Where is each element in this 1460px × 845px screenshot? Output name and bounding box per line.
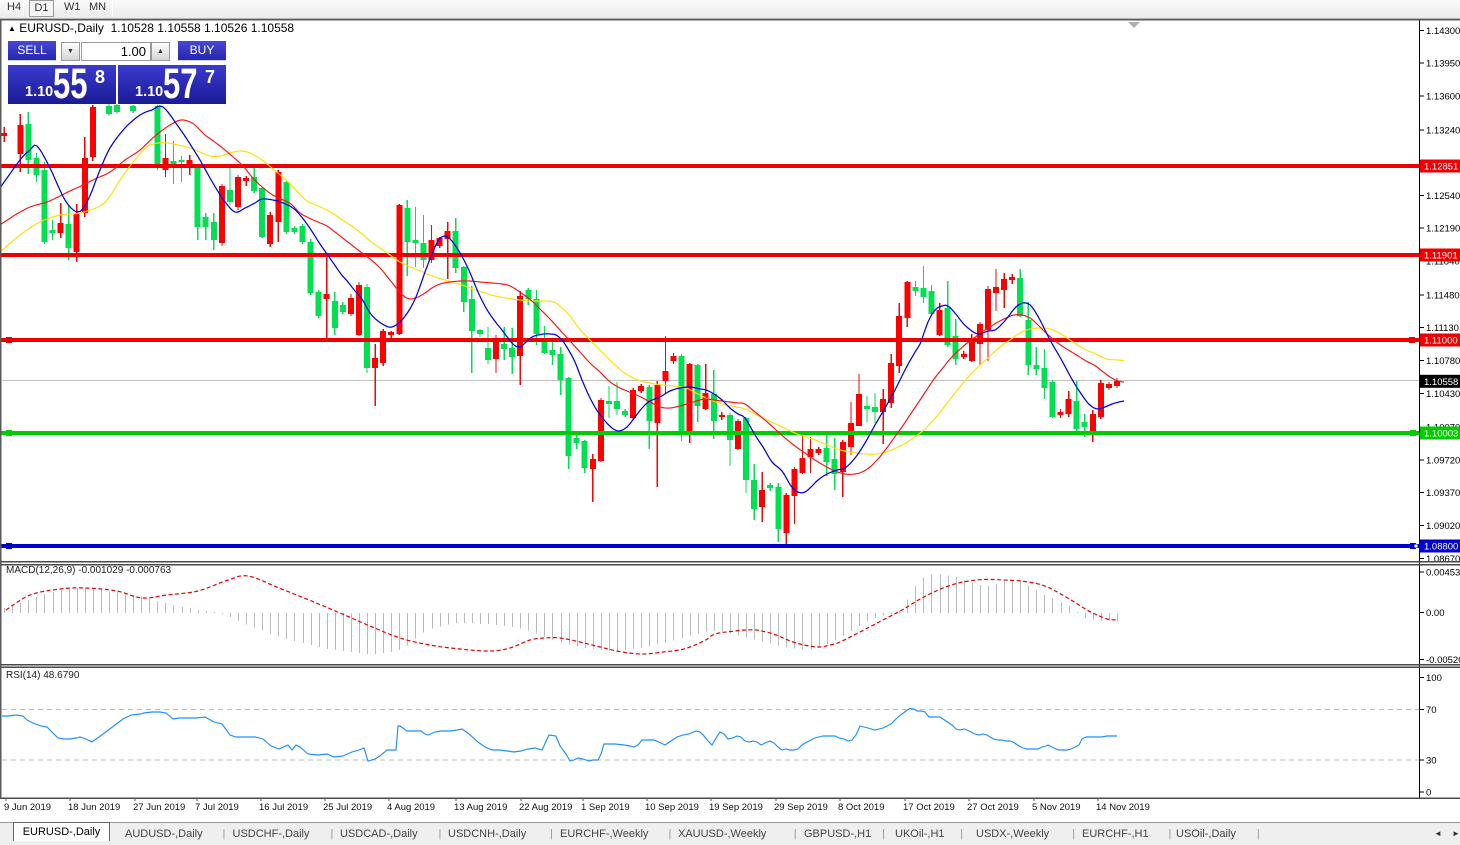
svg-text:30: 30 xyxy=(1426,756,1437,767)
svg-text:1.10003: 1.10003 xyxy=(1424,429,1458,440)
svg-text:1.08670: 1.08670 xyxy=(1426,554,1460,565)
svg-text:100: 100 xyxy=(1426,673,1442,684)
svg-text:18 Jun 2019: 18 Jun 2019 xyxy=(68,802,120,813)
svg-text:17 Oct 2019: 17 Oct 2019 xyxy=(903,802,955,813)
svg-text:1.08800: 1.08800 xyxy=(1424,542,1458,553)
svg-text:16 Jul 2019: 16 Jul 2019 xyxy=(259,802,308,813)
svg-text:0.00: 0.00 xyxy=(1426,608,1445,619)
svg-text:1.10780: 1.10780 xyxy=(1426,356,1460,367)
svg-text:0.004536: 0.004536 xyxy=(1426,567,1460,578)
svg-text:1.09720: 1.09720 xyxy=(1426,455,1460,466)
svg-text:13 Aug 2019: 13 Aug 2019 xyxy=(454,802,507,813)
svg-text:1.12851: 1.12851 xyxy=(1424,162,1458,173)
svg-text:1.12190: 1.12190 xyxy=(1426,224,1460,235)
svg-text:1.11840: 1.11840 xyxy=(1426,257,1460,268)
svg-text:1.14300: 1.14300 xyxy=(1426,26,1460,37)
svg-text:19 Sep 2019: 19 Sep 2019 xyxy=(709,802,763,813)
svg-text:27 Oct 2019: 27 Oct 2019 xyxy=(967,802,1019,813)
svg-text:1.13240: 1.13240 xyxy=(1426,125,1460,136)
svg-text:10 Sep 2019: 10 Sep 2019 xyxy=(645,802,699,813)
svg-text:7 Jul 2019: 7 Jul 2019 xyxy=(195,802,239,813)
svg-text:1.11480: 1.11480 xyxy=(1426,290,1460,301)
svg-text:27 Jun 2019: 27 Jun 2019 xyxy=(133,802,185,813)
svg-text:8 Oct 2019: 8 Oct 2019 xyxy=(838,802,884,813)
svg-text:14 Nov 2019: 14 Nov 2019 xyxy=(1096,802,1150,813)
svg-text:22 Aug 2019: 22 Aug 2019 xyxy=(519,802,572,813)
svg-text:1.11901: 1.11901 xyxy=(1424,251,1458,262)
svg-text:25 Jul 2019: 25 Jul 2019 xyxy=(323,802,372,813)
svg-text:1.11000: 1.11000 xyxy=(1424,336,1458,347)
svg-text:1.13950: 1.13950 xyxy=(1426,59,1460,70)
svg-text:1.11130: 1.11130 xyxy=(1426,323,1459,334)
svg-text:9 Jun 2019: 9 Jun 2019 xyxy=(4,802,51,813)
svg-text:5 Nov 2019: 5 Nov 2019 xyxy=(1032,802,1081,813)
svg-text:1.10430: 1.10430 xyxy=(1426,389,1460,400)
svg-text:1 Sep 2019: 1 Sep 2019 xyxy=(581,802,630,813)
svg-text:MACD(12,26,9) -0.001029 -0.000: MACD(12,26,9) -0.001029 -0.000763 xyxy=(6,565,172,576)
svg-text:1.09370: 1.09370 xyxy=(1426,488,1460,499)
svg-text:1.10558: 1.10558 xyxy=(1424,377,1458,388)
svg-text:RSI(14) 48.6790: RSI(14) 48.6790 xyxy=(6,670,80,681)
svg-text:1.12540: 1.12540 xyxy=(1426,191,1460,202)
svg-text:1.13600: 1.13600 xyxy=(1426,92,1460,103)
svg-text:1.09020: 1.09020 xyxy=(1426,521,1460,532)
svg-text:29 Sep 2019: 29 Sep 2019 xyxy=(774,802,828,813)
svg-text:0: 0 xyxy=(1426,788,1431,799)
svg-text:70: 70 xyxy=(1426,705,1437,716)
svg-text:4 Aug 2019: 4 Aug 2019 xyxy=(387,802,435,813)
svg-text:-0.005203: -0.005203 xyxy=(1426,655,1460,666)
